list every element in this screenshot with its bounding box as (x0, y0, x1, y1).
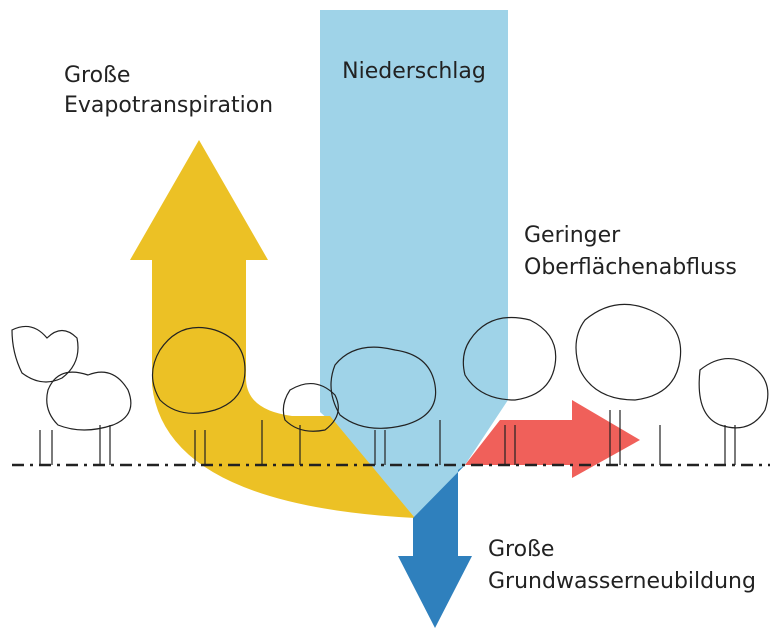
groundwater-label: Große (488, 537, 554, 562)
evapotranspiration-label: Evapotranspiration (64, 93, 273, 118)
trees (11, 303, 769, 465)
evapotranspiration-arrow (130, 140, 415, 518)
runoff-arrow (465, 400, 640, 478)
precipitation-column (320, 10, 508, 518)
runoff-label: Geringer (524, 223, 621, 248)
evapotranspiration-label: Große (64, 63, 130, 88)
runoff-label: Oberflächenabfluss (524, 255, 737, 280)
groundwater-label: Grundwasserneubildung (488, 569, 756, 594)
precipitation-label: Niederschlag (342, 59, 486, 84)
groundwater-arrow (398, 465, 472, 628)
